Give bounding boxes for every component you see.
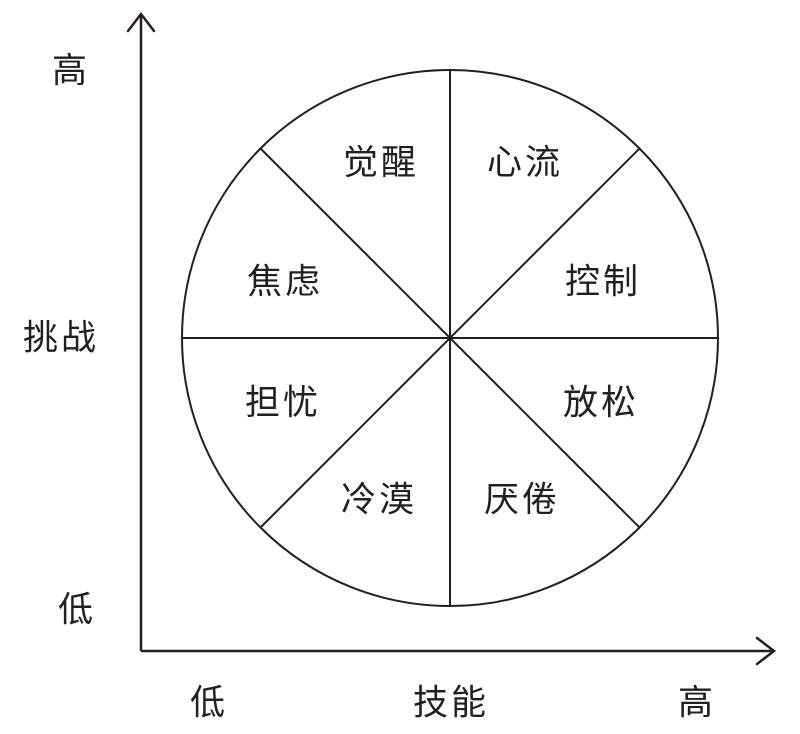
sector-label-control: 控制 <box>564 262 642 302</box>
up-arrow-icon <box>126 11 156 33</box>
sector-label-boredom: 厌倦 <box>483 480 561 520</box>
sector-label-worry: 担忧 <box>244 383 322 423</box>
sector-label-flow: 心流 <box>486 143 564 183</box>
x-axis-low-label: 低 <box>189 683 229 723</box>
y-axis-title: 挑战 <box>22 318 100 358</box>
sector-label-arousal: 觉醒 <box>342 143 420 183</box>
diagonal-ne-sw-line <box>259 147 641 529</box>
y-axis-low-label: 低 <box>57 590 97 630</box>
x-axis-high-label: 高 <box>677 683 717 723</box>
sector-label-anxiety: 焦虑 <box>246 262 324 302</box>
sector-label-apathy: 冷漠 <box>340 480 418 520</box>
x-axis-title: 技能 <box>412 683 490 723</box>
right-arrow-icon <box>755 636 777 666</box>
sector-label-relaxation: 放松 <box>562 383 640 423</box>
y-axis-high-label: 高 <box>51 51 91 91</box>
